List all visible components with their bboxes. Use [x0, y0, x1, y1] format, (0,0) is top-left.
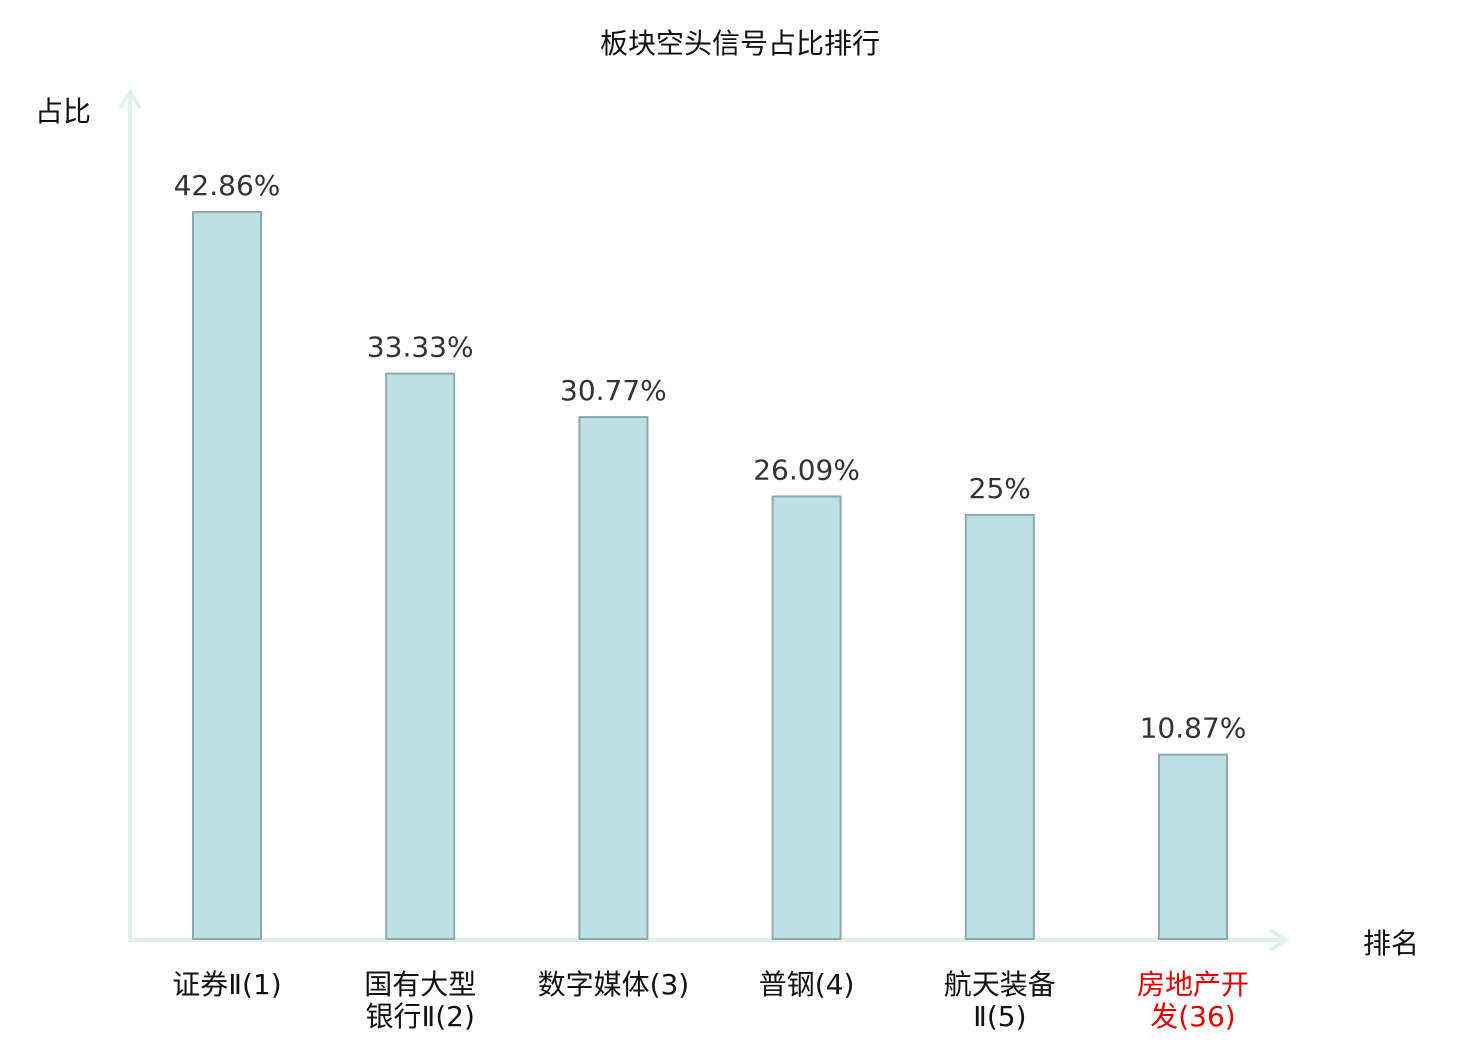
category-label: 数字媒体(3): [538, 968, 690, 1001]
category-label: 国有大型: [364, 968, 476, 1001]
bar: [964, 513, 1035, 940]
x-axis-label: 排名: [1363, 927, 1419, 960]
value-labels: 42.86% 33.33% 30.77% 26.09% 25% 10.87%: [174, 169, 1247, 745]
bar: [192, 211, 262, 940]
value-label: 10.87%: [1140, 712, 1247, 745]
value-label: 33.33%: [367, 331, 474, 364]
category-label: 航天装备: [944, 968, 1056, 1001]
y-axis-arrow-icon: [118, 88, 142, 110]
bar: [1158, 753, 1228, 940]
y-axis-label: 占比: [35, 95, 91, 128]
bar: [771, 495, 842, 940]
category-label: 证券Ⅱ(1): [172, 968, 281, 1001]
x-axis-arrow-icon: [1268, 928, 1290, 952]
category-label: 房地产开: [1137, 968, 1249, 1001]
value-label: 42.86%: [174, 169, 281, 202]
chart-title: 板块空头信号占比排行: [600, 27, 880, 60]
axes: [118, 88, 1290, 952]
value-label: 26.09%: [753, 453, 860, 486]
value-label: 30.77%: [560, 374, 667, 407]
bars: [192, 211, 1228, 941]
category-label: 发(36): [1150, 1000, 1235, 1033]
category-label: Ⅱ(5): [973, 1000, 1026, 1033]
category-label: 普钢(4): [759, 968, 855, 1001]
bar: [578, 416, 649, 941]
value-label: 25%: [969, 472, 1031, 505]
bar: [385, 372, 456, 940]
category-label: 银行Ⅱ(2): [365, 1000, 474, 1033]
